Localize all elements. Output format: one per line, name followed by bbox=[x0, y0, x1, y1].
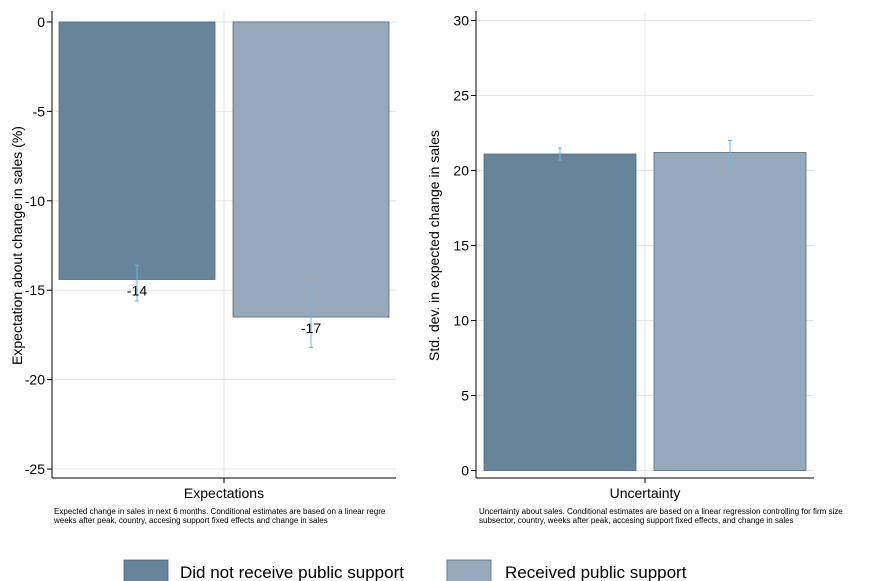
x-axis-label-right: Uncertainty bbox=[610, 485, 681, 501]
data-label-left-2: -17 bbox=[301, 320, 321, 336]
legend-swatch-2 bbox=[446, 559, 492, 581]
error-bar-left-1 bbox=[135, 264, 139, 302]
y-tick-label-left-4: -20 bbox=[25, 372, 45, 388]
y-tick-label-left-2: -10 bbox=[25, 193, 45, 209]
y-tick-label-right-6: 30 bbox=[453, 13, 469, 29]
y-tick-label-left-3: -15 bbox=[25, 282, 45, 298]
error-bar-left-2 bbox=[309, 286, 313, 348]
bar-right-2 bbox=[653, 152, 807, 471]
y-axis-label-left: Expectation about change in sales (%) bbox=[9, 126, 25, 365]
note-line-left-1: Expected change in sales in next 6 month… bbox=[54, 507, 386, 516]
y-tick-label-right-3: 15 bbox=[453, 238, 469, 254]
y-axis-label-right: Std. dev. in expected change in sales bbox=[426, 130, 442, 361]
x-axis-label-left: Expectations bbox=[184, 485, 264, 501]
data-label-left-1: -14 bbox=[127, 282, 147, 298]
panel-right: 0 5 10 15 20 25 30 Uncertainty Std. dev. in expe… bbox=[426, 11, 843, 525]
note-line-left-2: weeks after peak, country, accesing supp… bbox=[53, 516, 328, 525]
bar-left-1 bbox=[58, 21, 216, 280]
y-tick-label-right-2: 10 bbox=[453, 313, 469, 329]
bar-left-2 bbox=[232, 21, 390, 318]
error-bar-right-2 bbox=[728, 140, 732, 165]
legend-label-2: Received public support bbox=[505, 563, 687, 581]
bar-right-1 bbox=[483, 153, 637, 471]
legend-label-1: Did not receive public support bbox=[180, 563, 404, 581]
y-tick-label-left-5: -25 bbox=[25, 461, 45, 477]
error-bar-right-1 bbox=[558, 147, 562, 161]
y-tick-label-left-0: 0 bbox=[37, 14, 45, 30]
y-tick-label-right-0: 0 bbox=[461, 463, 469, 479]
legend-swatch-1 bbox=[123, 559, 169, 581]
panel-left: -14 -17 0 -5 -10 -15 -20 -25 Expectations Expecta… bbox=[9, 11, 396, 525]
note-line-right-1: Uncertainty about sales. Conditional est… bbox=[479, 507, 843, 516]
note-line-right-2: subsector, country, weeks after peak, ac… bbox=[479, 516, 794, 525]
y-tick-label-right-1: 5 bbox=[461, 388, 469, 404]
y-tick-label-right-5: 25 bbox=[453, 88, 469, 104]
y-tick-label-right-4: 20 bbox=[453, 163, 469, 179]
legend: Did not receive public support Received p… bbox=[123, 559, 687, 581]
y-tick-label-left-1: -5 bbox=[33, 103, 46, 119]
